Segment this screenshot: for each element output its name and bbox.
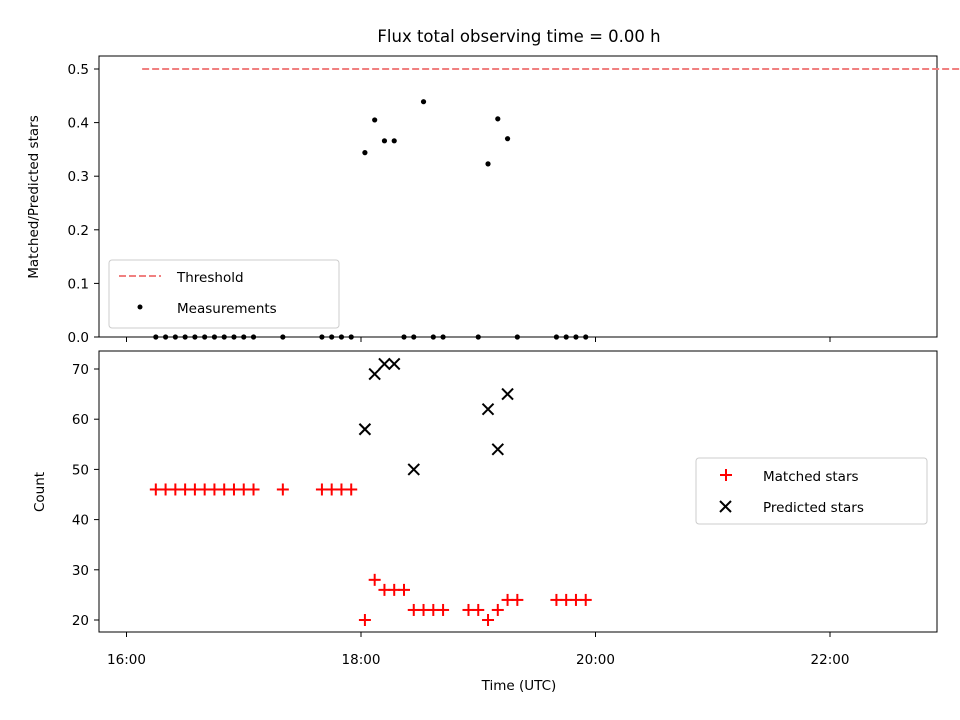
measurement-point <box>162 334 169 340</box>
matched-star-point <box>247 483 260 496</box>
measurement-point <box>563 334 569 340</box>
measurement-point <box>372 117 378 123</box>
bottom-x-tick-label: 18:00 <box>342 652 381 668</box>
bottom-y-tick-label: 20 <box>72 613 89 629</box>
measurement-point <box>362 150 368 156</box>
matched-star-point <box>368 573 381 586</box>
measurement-point <box>338 334 345 340</box>
measurement-point <box>211 334 218 340</box>
matched-star-point <box>397 583 410 596</box>
measurement-point <box>231 334 237 340</box>
predicted-star-point <box>407 463 420 476</box>
bottom-plot-frame <box>98 350 938 633</box>
matched-star-point <box>345 483 358 496</box>
predicted-star-point <box>358 423 372 436</box>
top-y-tick-label: 0.3 <box>68 169 89 185</box>
predicted-star-point <box>491 443 504 456</box>
predicted-star-point <box>481 402 495 416</box>
measurement-point <box>583 334 589 340</box>
measurement-point <box>514 334 520 340</box>
measurement-point <box>221 334 227 340</box>
measurement-point <box>401 334 407 340</box>
measurement-point <box>329 334 335 340</box>
measurement-point <box>172 334 178 340</box>
top-y-tick-label: 0.0 <box>68 330 89 346</box>
predicted-legend-label: Predicted stars <box>763 500 864 516</box>
matched-star-point <box>511 593 524 606</box>
bottom-x-tick-label: 22:00 <box>811 652 850 668</box>
predicted-star-point <box>388 357 401 371</box>
measurement-point <box>475 334 481 340</box>
matched-star-point <box>491 603 504 616</box>
bottom-y-axis-label: Count <box>32 472 48 512</box>
measurements-legend-label: Measurements <box>177 301 277 317</box>
measurement-point <box>182 334 188 340</box>
top-y-tick-label: 0.1 <box>68 276 89 292</box>
matched-star-point <box>482 614 495 626</box>
measurement-point <box>192 334 198 340</box>
top-y-ticks: 0.0 0.1 0.2 0.3 0.4 0.5 <box>68 62 99 346</box>
measurement-point <box>430 334 436 340</box>
bottom-y-tick-label: 40 <box>72 513 89 529</box>
measurement-point <box>573 334 579 340</box>
matched-star-point <box>358 614 371 626</box>
top-axes: 0.0 0.1 0.2 0.3 0.4 0.5 Matched/Predicted sta… <box>26 55 960 346</box>
measurement-point <box>348 334 354 340</box>
measurement-point <box>495 116 501 122</box>
measurement-point <box>241 334 247 340</box>
bottom-y-tick-label: 60 <box>72 412 89 428</box>
measurement-point <box>153 334 159 340</box>
matched-star-point <box>276 483 289 496</box>
bottom-legend: Matched stars Predicted stars <box>695 457 928 525</box>
bottom-series <box>149 357 592 626</box>
predicted-legend-marker <box>719 500 732 513</box>
predicted-star-point <box>368 367 381 381</box>
bottom-y-ticks: 20 30 40 50 60 70 <box>72 362 99 629</box>
measurement-point <box>411 334 417 340</box>
measurement-point <box>553 334 560 340</box>
top-legend: Threshold Measurements <box>108 259 340 329</box>
measurement-point <box>250 334 257 340</box>
bottom-y-tick-label: 70 <box>72 362 89 378</box>
top-y-tick-label: 0.4 <box>68 116 89 132</box>
measurement-point <box>391 138 397 144</box>
predicted-star-point <box>378 357 391 371</box>
measurement-point <box>420 99 427 105</box>
top-y-tick-label: 0.2 <box>68 223 89 239</box>
predicted-star-point <box>501 387 514 401</box>
measurement-point <box>381 138 388 144</box>
measurement-point <box>440 334 446 340</box>
x-axis-label: Time (UTC) <box>481 678 557 694</box>
matched-star-point <box>437 603 450 616</box>
bottom-y-tick-label: 50 <box>72 462 89 478</box>
matched-star-point <box>472 603 485 616</box>
bottom-x-tick-label: 20:00 <box>576 652 615 668</box>
matched-legend-label: Matched stars <box>763 469 859 485</box>
measurement-point <box>504 136 511 142</box>
matched-legend-marker <box>720 469 732 481</box>
bottom-y-tick-label: 30 <box>72 563 89 579</box>
bottom-x-tick-label: 16:00 <box>107 652 146 668</box>
measurement-point <box>485 161 491 167</box>
chart-title: Flux total observing time = 0.00 h <box>377 27 660 46</box>
bottom-legend-box <box>695 457 928 525</box>
top-series <box>142 68 960 340</box>
top-y-axis-label: Matched/Predicted stars <box>26 115 42 278</box>
top-y-tick-label: 0.5 <box>68 62 89 78</box>
measurements-legend-marker <box>137 304 143 310</box>
measurement-point <box>280 334 286 340</box>
measurement-point <box>319 334 325 340</box>
top-legend-box <box>108 259 340 329</box>
top-x-ticks <box>126 337 831 342</box>
measurement-point <box>202 334 208 340</box>
matched-star-point <box>579 593 592 606</box>
threshold-legend-label: Threshold <box>176 270 244 286</box>
